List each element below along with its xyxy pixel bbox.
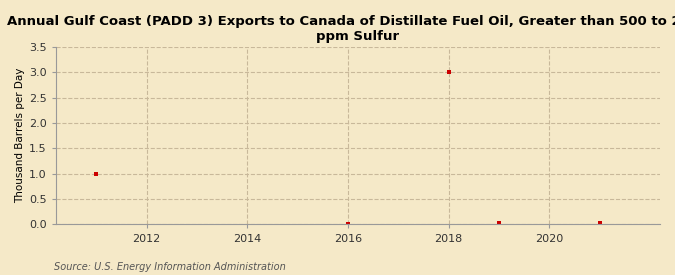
Title: Annual Gulf Coast (PADD 3) Exports to Canada of Distillate Fuel Oil, Greater tha: Annual Gulf Coast (PADD 3) Exports to Ca…: [7, 15, 675, 43]
Text: Source: U.S. Energy Information Administration: Source: U.S. Energy Information Administ…: [54, 262, 286, 272]
Y-axis label: Thousand Barrels per Day: Thousand Barrels per Day: [15, 68, 25, 204]
